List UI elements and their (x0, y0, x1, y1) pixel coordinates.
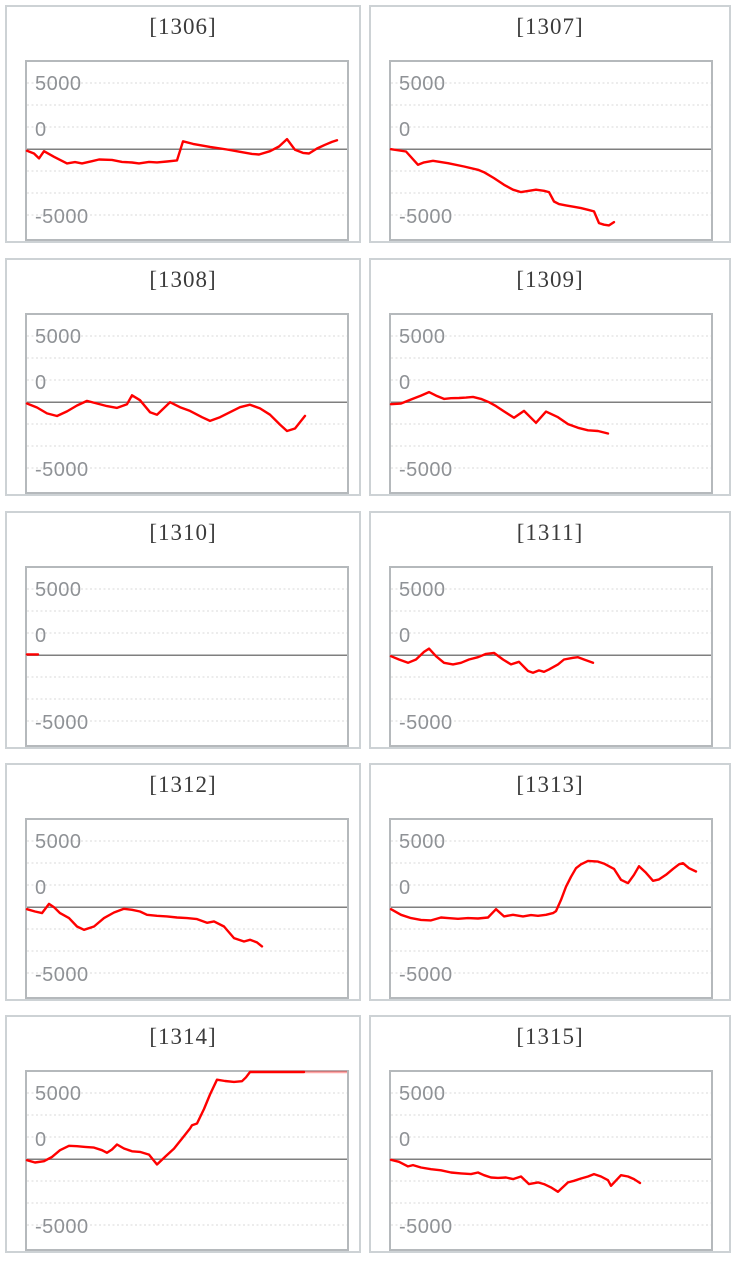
series-line (25, 394, 307, 433)
chart-canvas: 5000 0 -5000 (389, 326, 711, 481)
y-tick-label: 5000 (35, 831, 82, 853)
chart-panel-1: [1306] 5000 0 -5000 (5, 5, 361, 243)
y-tick-label: 0 (35, 1129, 47, 1151)
series-line (389, 859, 698, 922)
y-tick-label: -5000 (35, 712, 89, 734)
chart-canvas: 5000 0 -5000 (389, 1083, 711, 1238)
series-line (25, 902, 264, 948)
y-tick-label: 5000 (35, 1083, 82, 1105)
chart-canvas: 5000 0 -5000 (25, 73, 347, 228)
y-tick-label: 0 (35, 372, 47, 394)
series-line (389, 390, 610, 435)
plot-area: 5000 0 -5000 (25, 60, 349, 241)
y-tick-label: 0 (399, 625, 411, 647)
series-line (389, 147, 616, 227)
chart-canvas: 5000 0 -5000 (25, 831, 347, 986)
y-tick-label: -5000 (399, 1216, 453, 1238)
series-line (25, 137, 339, 165)
plot-area: 5000 0 -5000 (25, 818, 349, 999)
plot-area: 5000 0 -5000 (389, 1070, 713, 1251)
y-tick-label: 0 (399, 1129, 411, 1151)
y-tick-label: 5000 (399, 831, 446, 853)
y-tick-label: -5000 (399, 712, 453, 734)
y-tick-label: 5000 (399, 326, 446, 348)
chart-title: [1306] (149, 14, 217, 39)
y-tick-label: -5000 (35, 964, 89, 986)
chart-panel-5: [1310] 5000 0 -5000 (5, 511, 361, 749)
chart-title: [1311] (516, 520, 584, 545)
chart-canvas: 5000 0 -5000 (25, 1070, 347, 1238)
plot-area: 5000 0 -5000 (389, 313, 713, 494)
chart-panel-3: [1308] 5000 0 -5000 (5, 258, 361, 496)
chart-title: [1312] (149, 772, 217, 797)
chart-panel-10: [1315] 5000 0 -5000 (369, 1015, 731, 1253)
series-line (389, 1158, 642, 1194)
y-tick-label: 5000 (35, 579, 82, 601)
chart-canvas: 5000 0 -5000 (389, 73, 711, 228)
y-tick-label: 5000 (399, 579, 446, 601)
chart-title: [1309] (516, 267, 584, 292)
y-tick-label: 0 (35, 625, 47, 647)
chart-panel-4: [1309] 5000 0 -5000 (369, 258, 731, 496)
y-tick-label: 0 (399, 877, 411, 899)
chart-title: [1315] (516, 1024, 584, 1049)
chart-panel-8: [1313] 5000 0 -5000 (369, 763, 731, 1001)
y-tick-label: -5000 (35, 459, 89, 481)
y-tick-label: 5000 (35, 73, 82, 95)
chart-title: [1307] (516, 14, 584, 39)
y-tick-label: 0 (399, 119, 411, 141)
series-line (389, 647, 595, 674)
series-line (25, 1070, 306, 1166)
chart-title: [1313] (516, 772, 584, 797)
chart-panel-9: [1314] 5000 0 -5000 (5, 1015, 361, 1253)
chart-title: [1314] (149, 1024, 217, 1049)
chart-canvas: 5000 0 -5000 (389, 579, 711, 734)
y-tick-label: 5000 (399, 73, 446, 95)
y-tick-label: -5000 (399, 459, 453, 481)
plot-area: 5000 0 -5000 (25, 1070, 349, 1251)
y-tick-label: 5000 (399, 1083, 446, 1105)
y-tick-label: -5000 (35, 1216, 89, 1238)
chart-panel-7: [1312] 5000 0 -5000 (5, 763, 361, 1001)
chart-title: [1308] (149, 267, 217, 292)
chart-panel-6: [1311] 5000 0 -5000 (369, 511, 731, 749)
y-tick-label: 0 (399, 372, 411, 394)
chart-title: [1310] (149, 520, 217, 545)
y-tick-label: 5000 (35, 326, 82, 348)
plot-area: 5000 0 -5000 (25, 566, 349, 747)
y-tick-label: 0 (35, 877, 47, 899)
chart-canvas: 5000 0 -5000 (25, 579, 347, 734)
chart-panel-2: [1307] 5000 0 -5000 (369, 5, 731, 243)
plot-area: 5000 0 -5000 (389, 60, 713, 241)
y-tick-label: -5000 (399, 964, 453, 986)
chart-canvas: 5000 0 -5000 (389, 831, 711, 986)
y-tick-label: -5000 (35, 206, 89, 228)
y-tick-label: -5000 (399, 206, 453, 228)
y-tick-label: 0 (35, 119, 47, 141)
plot-area: 5000 0 -5000 (25, 313, 349, 494)
chart-canvas: 5000 0 -5000 (25, 326, 347, 481)
plot-area: 5000 0 -5000 (389, 566, 713, 747)
plot-area: 5000 0 -5000 (389, 818, 713, 999)
